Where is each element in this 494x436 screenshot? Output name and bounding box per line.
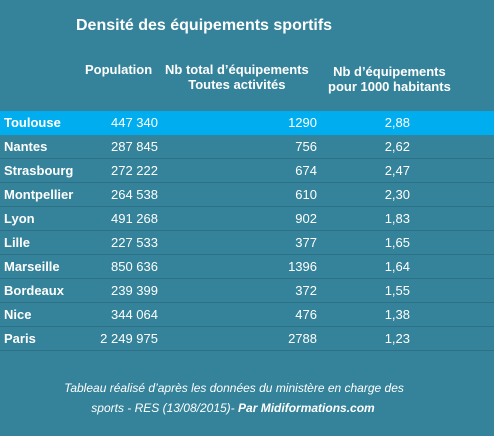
city-table-rows: Toulouse 447 340 1290 2,88 Nantes 287 84… (0, 111, 494, 351)
population-cell: 447 340 (111, 115, 158, 130)
equipment-per-1000-header-line-1: Nb d’équipements (333, 64, 446, 79)
city-cell: Nantes (4, 139, 48, 154)
population-cell: 239 399 (111, 283, 158, 298)
equipment-per-1000-cell: 1,55 (384, 283, 410, 298)
equipment-per-1000-cell: 2,62 (384, 139, 410, 154)
city-cell: Nice (4, 307, 32, 322)
population-cell: 344 064 (111, 307, 158, 322)
equipment-per-1000-cell: 1,64 (384, 259, 410, 274)
city-cell: Bordeaux (4, 283, 64, 298)
source-note-line-2: sports - RES (13/08/2015)- Par Midiforma… (0, 398, 430, 418)
population-cell: 264 538 (111, 187, 158, 202)
population-cell: 272 222 (111, 163, 158, 178)
total-equipment-cell: 377 (295, 235, 317, 250)
total-equipment-cell: 1290 (288, 115, 317, 130)
table-row: Bordeaux 239 399 372 1,55 (0, 279, 494, 303)
table-row: Paris 2 249 975 2788 1,23 (0, 327, 494, 351)
table-row: Lille 227 533 377 1,65 (0, 231, 494, 255)
total-equipment-cell: 610 (295, 187, 317, 202)
total-equipment-cell: 476 (295, 307, 317, 322)
total-equipment-cell: 902 (295, 211, 317, 226)
population-cell: 491 268 (111, 211, 158, 226)
source-note-line-1: Tableau réalisé d’après les données du m… (64, 381, 404, 395)
total-equipment-cell: 372 (295, 283, 317, 298)
equipment-per-1000-cell: 2,30 (384, 187, 410, 202)
equipment-per-1000-cell: 1,38 (384, 307, 410, 322)
equipment-per-1000-header-line-2: pour 1000 habitants (328, 79, 451, 94)
city-cell: Lille (4, 235, 31, 250)
total-equipment-column-header: Nb total d’équipements Toutes activités (165, 62, 309, 92)
table-row: Marseille 850 636 1396 1,64 (0, 255, 494, 279)
total-equipment-cell: 2788 (288, 331, 317, 346)
total-equipment-header-line-2: Toutes activités (188, 77, 286, 92)
population-cell: 2 249 975 (100, 331, 158, 346)
equipment-per-1000-cell: 2,47 (384, 163, 410, 178)
table-title: Densité des équipements sportifs (76, 17, 333, 34)
source-note: Tableau réalisé d’après les données du m… (0, 378, 430, 418)
total-equipment-header-line-1: Nb total d’équipements (165, 62, 309, 77)
table-row: Nice 344 064 476 1,38 (0, 303, 494, 327)
equipment-per-1000-column-header: Nb d’équipements pour 1000 habitants (328, 64, 451, 94)
total-equipment-cell: 1396 (288, 259, 317, 274)
population-cell: 227 533 (111, 235, 158, 250)
city-cell: Strasbourg (4, 163, 74, 178)
equipment-per-1000-cell: 1,83 (384, 211, 410, 226)
table-row: Strasbourg 272 222 674 2,47 (0, 159, 494, 183)
equipment-per-1000-cell: 2,88 (384, 115, 410, 130)
table-row: Toulouse 447 340 1290 2,88 (0, 111, 494, 135)
city-cell: Toulouse (4, 115, 61, 130)
table-row: Nantes 287 845 756 2,62 (0, 135, 494, 159)
population-cell: 850 636 (111, 259, 158, 274)
midiformations-credit: Par Midiformations.com (238, 401, 375, 415)
city-cell: Lyon (4, 211, 35, 226)
table-row: Montpellier 264 538 610 2,30 (0, 183, 494, 207)
population-cell: 287 845 (111, 139, 158, 154)
equipment-per-1000-cell: 1,23 (384, 331, 410, 346)
equipment-per-1000-cell: 1,65 (384, 235, 410, 250)
total-equipment-cell: 756 (295, 139, 317, 154)
city-cell: Paris (4, 331, 36, 346)
table-row: Lyon 491 268 902 1,83 (0, 207, 494, 231)
population-column-header: Population (85, 62, 153, 77)
city-cell: Marseille (4, 259, 60, 274)
source-note-date: sports - RES (13/08/2015)- (91, 401, 239, 415)
total-equipment-cell: 674 (295, 163, 317, 178)
city-cell: Montpellier (4, 187, 74, 202)
